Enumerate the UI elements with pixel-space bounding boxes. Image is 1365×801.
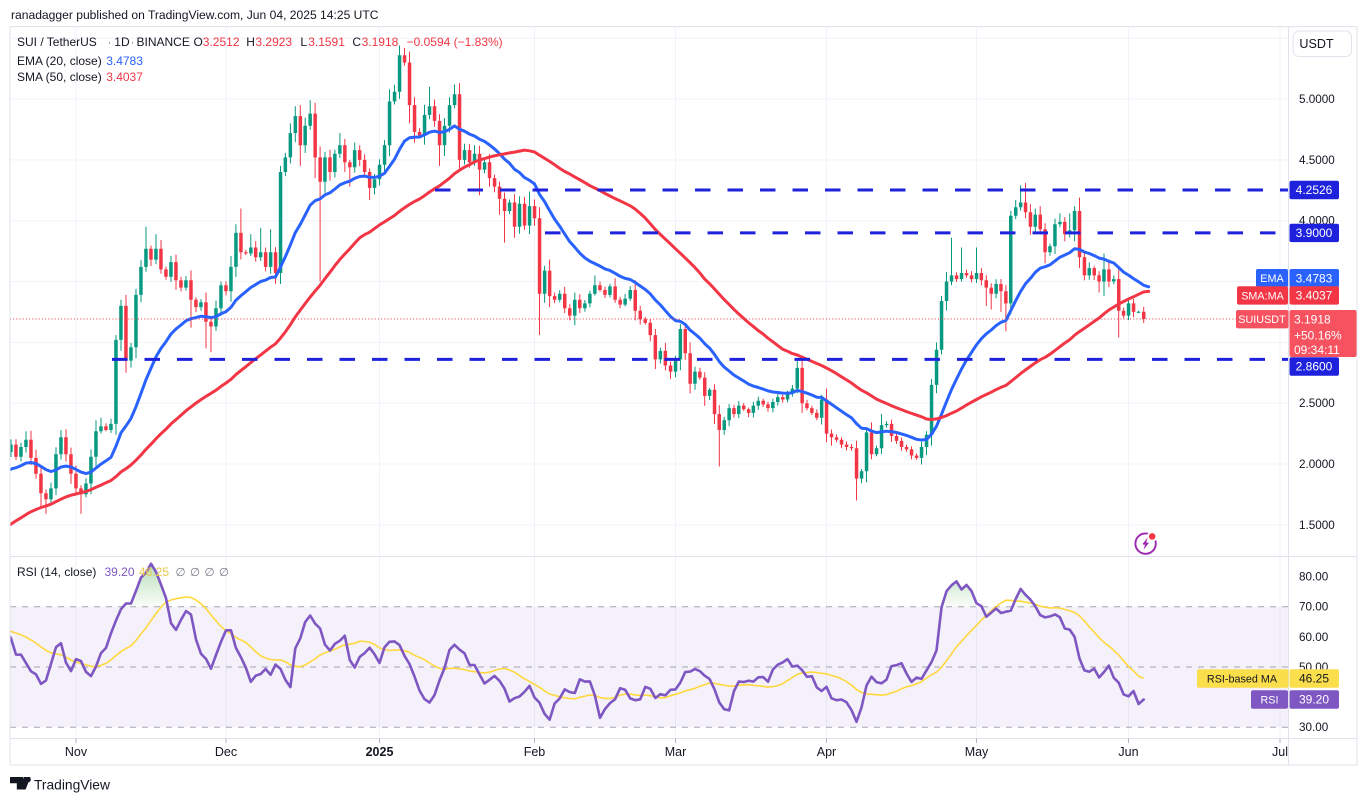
svg-text:3.1918: 3.1918	[1294, 313, 1331, 327]
svg-text:Jul: Jul	[1272, 745, 1288, 759]
svg-text:3.9000: 3.9000	[1296, 226, 1333, 240]
svg-text:H: H	[246, 35, 255, 49]
svg-text:SUI / TetherUS: SUI / TetherUS	[17, 35, 97, 49]
svg-text:5.0000: 5.0000	[1299, 93, 1335, 106]
svg-text:1.5000: 1.5000	[1299, 519, 1335, 532]
svg-text:Jun: Jun	[1118, 745, 1138, 759]
svg-text:2.5000: 2.5000	[1299, 397, 1335, 410]
svg-text:1D: 1D	[114, 35, 130, 49]
svg-text:09:34:11: 09:34:11	[1294, 343, 1340, 357]
svg-text:46.25: 46.25	[1299, 672, 1329, 686]
svg-text:+50.16%: +50.16%	[1294, 329, 1342, 343]
svg-text:39.20: 39.20	[105, 565, 135, 579]
svg-text:C: C	[352, 35, 361, 49]
svg-text:3.4037: 3.4037	[106, 70, 143, 84]
svg-text:3.4783: 3.4783	[1296, 271, 1333, 285]
svg-text:Dec: Dec	[215, 745, 237, 759]
svg-text:·: ·	[108, 35, 112, 49]
svg-text:2.0000: 2.0000	[1299, 458, 1335, 471]
svg-text:3.1918: 3.1918	[362, 35, 399, 49]
svg-text:·: ·	[131, 35, 135, 49]
svg-text:∅: ∅	[205, 566, 215, 579]
svg-text:−0.0594 (−1.83%): −0.0594 (−1.83%)	[407, 35, 503, 49]
svg-text:2025: 2025	[366, 745, 394, 759]
svg-text:Apr: Apr	[817, 745, 836, 759]
svg-text:70.00: 70.00	[1299, 601, 1329, 614]
svg-text:SMA (50, close): SMA (50, close)	[17, 70, 102, 84]
svg-text:4.5000: 4.5000	[1299, 154, 1335, 167]
svg-text:4.2526: 4.2526	[1296, 183, 1333, 197]
svg-text:3.4783: 3.4783	[106, 54, 143, 68]
svg-text:3.2923: 3.2923	[255, 35, 292, 49]
svg-text:RSI: RSI	[1261, 695, 1279, 707]
svg-text:80.00: 80.00	[1299, 571, 1329, 584]
svg-text:SMA:MA: SMA:MA	[1241, 290, 1284, 302]
svg-text:Feb: Feb	[524, 745, 546, 759]
svg-text:Mar: Mar	[665, 745, 687, 759]
svg-text:Nov: Nov	[65, 745, 88, 759]
svg-text:∅: ∅	[190, 566, 200, 579]
svg-text:30.00: 30.00	[1299, 721, 1329, 734]
svg-text:3.1591: 3.1591	[308, 35, 345, 49]
svg-text:3.4037: 3.4037	[1296, 289, 1333, 303]
svg-text:EMA (20, close): EMA (20, close)	[17, 54, 102, 68]
svg-text:L: L	[300, 35, 307, 49]
svg-text:46.25: 46.25	[139, 565, 169, 579]
svg-text:ranadagger published on Tradin: ranadagger published on TradingView.com,…	[11, 8, 379, 22]
svg-text:SUIUSDT: SUIUSDT	[1238, 314, 1286, 326]
svg-text:BINANCE: BINANCE	[137, 35, 190, 49]
svg-text:RSI (14, close): RSI (14, close)	[17, 565, 96, 579]
svg-text:O: O	[194, 35, 203, 49]
svg-text:USDT: USDT	[1299, 37, 1334, 51]
svg-text:60.00: 60.00	[1299, 631, 1329, 644]
svg-text:39.20: 39.20	[1299, 693, 1329, 707]
svg-text:∅: ∅	[176, 566, 186, 579]
svg-text:∅: ∅	[219, 566, 229, 579]
svg-text:2.8600: 2.8600	[1296, 360, 1333, 374]
svg-text:May: May	[965, 745, 989, 759]
svg-text:EMA: EMA	[1260, 273, 1284, 285]
svg-text:TradingView: TradingView	[34, 778, 110, 793]
svg-text:RSI-based MA: RSI-based MA	[1207, 674, 1278, 686]
svg-text:3.2512: 3.2512	[203, 35, 240, 49]
